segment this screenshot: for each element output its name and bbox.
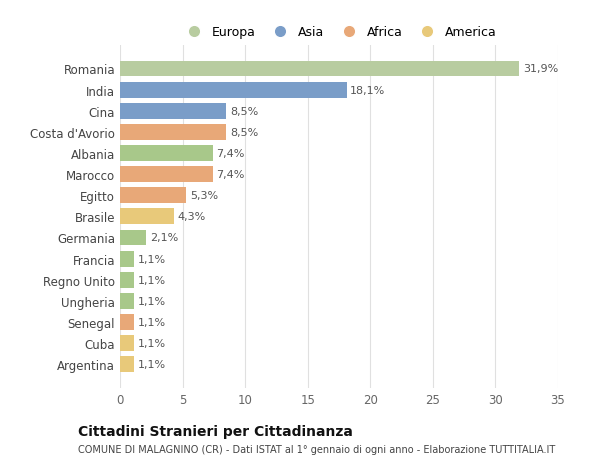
Bar bbox=[120, 251, 134, 267]
Legend: Europa, Asia, Africa, America: Europa, Asia, Africa, America bbox=[176, 22, 502, 45]
Text: 31,9%: 31,9% bbox=[523, 64, 558, 74]
Text: 1,1%: 1,1% bbox=[137, 296, 166, 306]
Text: 1,1%: 1,1% bbox=[137, 317, 166, 327]
Bar bbox=[120, 104, 226, 119]
Bar bbox=[120, 314, 134, 330]
Text: 1,1%: 1,1% bbox=[137, 359, 166, 369]
Bar bbox=[120, 209, 174, 225]
Text: 5,3%: 5,3% bbox=[190, 191, 218, 201]
Text: 8,5%: 8,5% bbox=[230, 106, 259, 117]
Text: 4,3%: 4,3% bbox=[178, 212, 206, 222]
Bar bbox=[120, 62, 519, 77]
Bar bbox=[120, 83, 347, 98]
Text: 2,1%: 2,1% bbox=[150, 233, 178, 243]
Text: 1,1%: 1,1% bbox=[137, 254, 166, 264]
Bar bbox=[120, 293, 134, 309]
Bar bbox=[120, 167, 212, 183]
Text: 8,5%: 8,5% bbox=[230, 128, 259, 138]
Text: 1,1%: 1,1% bbox=[137, 338, 166, 348]
Bar bbox=[120, 188, 187, 204]
Bar bbox=[120, 272, 134, 288]
Text: 18,1%: 18,1% bbox=[350, 85, 386, 95]
Bar bbox=[120, 230, 146, 246]
Bar bbox=[120, 336, 134, 351]
Bar bbox=[120, 357, 134, 372]
Text: Cittadini Stranieri per Cittadinanza: Cittadini Stranieri per Cittadinanza bbox=[78, 425, 353, 438]
Text: COMUNE DI MALAGNINO (CR) - Dati ISTAT al 1° gennaio di ogni anno - Elaborazione : COMUNE DI MALAGNINO (CR) - Dati ISTAT al… bbox=[78, 444, 555, 454]
Text: 7,4%: 7,4% bbox=[217, 170, 245, 180]
Bar bbox=[120, 146, 212, 162]
Text: 7,4%: 7,4% bbox=[217, 149, 245, 159]
Text: 1,1%: 1,1% bbox=[137, 275, 166, 285]
Bar bbox=[120, 125, 226, 140]
